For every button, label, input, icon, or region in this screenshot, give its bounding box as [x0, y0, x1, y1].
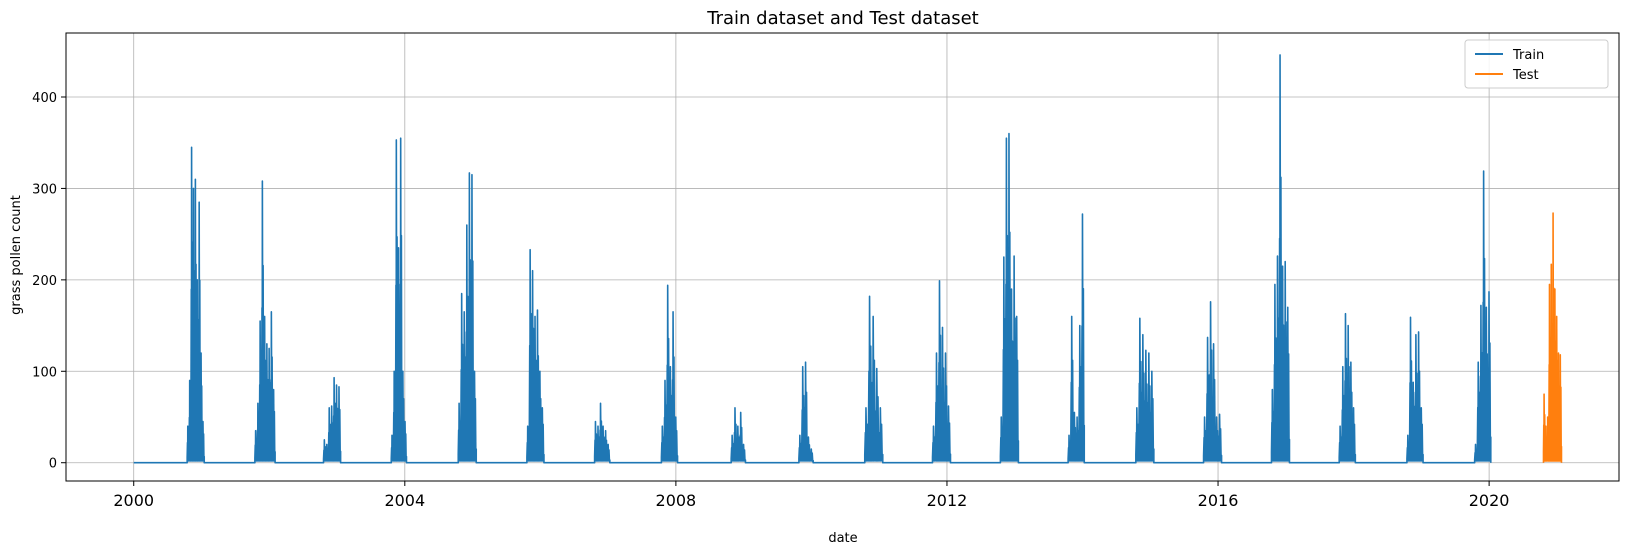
y-tick-label: 200 — [32, 274, 57, 289]
chart-title: Train dataset and Test dataset — [706, 8, 979, 29]
y-tick-label: 400 — [32, 91, 57, 106]
y-axis-label: grass pollen count — [9, 195, 24, 315]
legend: Train Test — [1464, 39, 1609, 89]
grid — [66, 33, 1619, 481]
axes: 2000 2004 2008 2012 2016 2020 0 100 200 300 400 — [32, 91, 1509, 510]
legend-box — [1464, 39, 1609, 89]
x-axis-label: date — [828, 531, 857, 546]
series-line-train — [133, 54, 1492, 464]
y-tick-label: 100 — [32, 365, 57, 380]
x-tick-label: 2020 — [1469, 491, 1510, 510]
series-line-test — [1542, 212, 1563, 463]
x-tick-label: 2004 — [384, 491, 425, 510]
series-layer — [133, 54, 1563, 464]
x-tick-label: 2008 — [656, 491, 697, 510]
legend-label-test: Test — [1512, 68, 1539, 83]
x-tick-label: 2012 — [927, 491, 968, 510]
y-tick-label: 0 — [49, 457, 57, 472]
x-tick-label: 2016 — [1198, 491, 1239, 510]
x-tick-label: 2000 — [113, 491, 154, 510]
legend-label-train: Train — [1512, 48, 1544, 63]
plot-frame — [65, 32, 1620, 482]
y-tick-label: 300 — [32, 182, 57, 197]
